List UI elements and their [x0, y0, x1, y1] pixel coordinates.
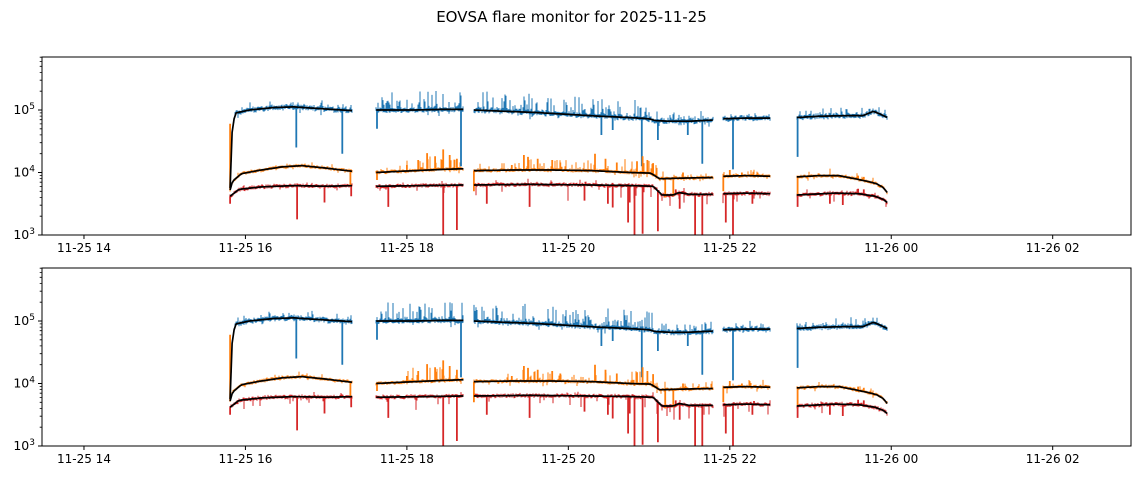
- axes: 103 104 105 11-25 14 11-25 16 11-25 18 11-25 2…: [13, 267, 1132, 466]
- series-blue-raw-spikes_down: [230, 318, 799, 381]
- y-tick-label: 104: [13, 376, 35, 391]
- series-blue-raw-median: [229, 317, 888, 400]
- series-red-raw-median: [229, 394, 888, 415]
- series-orange-raw-median: [229, 375, 888, 405]
- series-orange-raw-band: [229, 156, 888, 195]
- y-axis: 103 104 105: [13, 56, 42, 242]
- series-red-raw-spikes_down: [229, 184, 844, 235]
- x-axis: 11-25 14 11-25 16 11-25 18 11-25 20 11-25 22…: [57, 446, 1080, 466]
- chart-title: EOVSA flare monitor for 2025-11-25: [436, 8, 707, 26]
- x-tick-label: 11-25 16: [218, 452, 272, 466]
- series-red-raw-band: [229, 178, 888, 207]
- x-tick-label: 11-25 22: [703, 241, 757, 255]
- series-blue-raw-spikes_down: [230, 107, 799, 170]
- series-orange-raw-spikes_up: [229, 334, 865, 401]
- y-tick-label: 103: [13, 438, 35, 453]
- axes: 103 104 105 11-25 14 11-25 16 11-25 18 11-25 2…: [13, 56, 1132, 255]
- x-tick-label: 11-25 18: [380, 241, 434, 255]
- series-red-raw-median: [229, 183, 888, 204]
- y-tick-label: 105: [13, 313, 35, 328]
- x-tick-label: 11-25 16: [218, 241, 272, 255]
- series-red-raw-spikes_up: [674, 188, 865, 195]
- series-orange-raw-spikes_down: [349, 381, 799, 409]
- x-tick-label: 11-25 20: [541, 452, 595, 466]
- series-blue-raw-band: [229, 302, 888, 402]
- panel-2: 103 104 105 11-25 14 11-25 16 11-25 18 11-25 2…: [13, 267, 1132, 466]
- x-tick-label: 11-25 22: [703, 452, 757, 466]
- plot-frame: [41, 56, 1132, 236]
- series-layer: [229, 302, 888, 446]
- y-tick-label: 104: [13, 165, 35, 180]
- y-tick-label: 105: [13, 102, 35, 117]
- x-tick-label: 11-25 14: [57, 452, 111, 466]
- x-tick-label: 11-25 18: [380, 452, 434, 466]
- series-blue-raw-band: [229, 91, 888, 191]
- y-minor-ticks: [39, 267, 42, 428]
- series-red-raw-spikes_up: [674, 399, 865, 406]
- plot-frame: [41, 267, 1132, 447]
- x-tick-label: 11-25 14: [57, 241, 111, 255]
- x-tick-label: 11-26 00: [864, 241, 918, 255]
- x-axis: 11-25 14 11-25 16 11-25 18 11-25 20 11-25 22…: [57, 235, 1080, 255]
- series-red-raw-spikes_down: [229, 395, 844, 446]
- series-orange-raw-spikes_down: [349, 170, 799, 198]
- x-tick-label: 11-26 00: [864, 452, 918, 466]
- series-layer: [229, 91, 888, 235]
- series-blue-raw-median: [229, 106, 888, 189]
- x-tick-label: 11-25 20: [541, 241, 595, 255]
- series-orange-raw-median: [229, 164, 888, 194]
- x-tick-label: 11-26 02: [1026, 241, 1080, 255]
- x-tick-label: 11-26 02: [1026, 452, 1080, 466]
- series-orange-raw-spikes_up: [229, 123, 865, 190]
- y-axis: 103 104 105: [13, 267, 42, 453]
- y-tick-label: 103: [13, 227, 35, 242]
- panel-1: 103 104 105 11-25 14 11-25 16 11-25 18 11-25 2…: [13, 56, 1132, 255]
- y-minor-ticks: [39, 56, 42, 217]
